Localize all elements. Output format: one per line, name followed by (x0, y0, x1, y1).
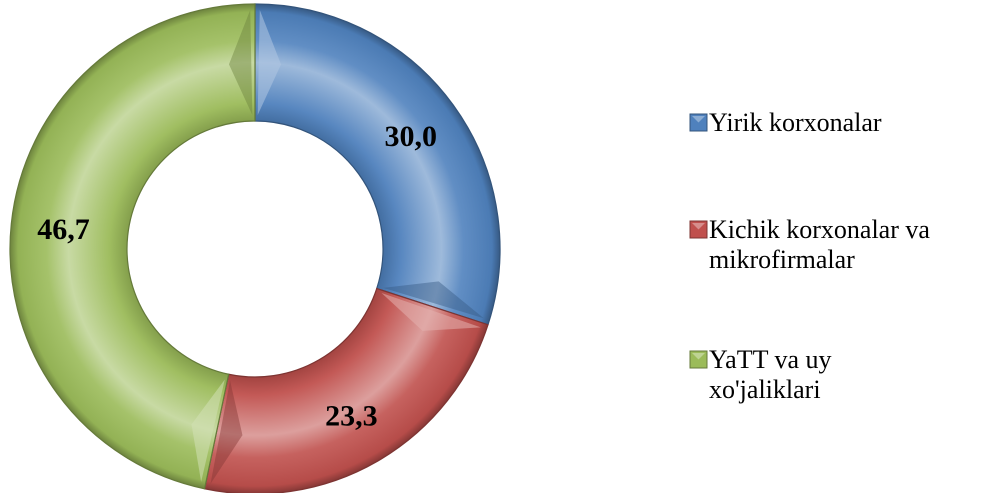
legend-swatch-highlight-kichik-korxonalar (692, 223, 705, 230)
data-label-yatt-uy-xojaliklari: 46,7 (37, 213, 90, 246)
legend-label-kichik-korxonalar: mikrofirmalar (709, 245, 855, 274)
slice-shadow-yatt-uy-xojaliklari (228, 10, 253, 116)
legend-label-yirik-korxonalar: Yirik korxonalar (709, 108, 882, 137)
legend-label-yatt-uy-xojaliklari: xo'jaliklari (709, 375, 821, 404)
data-label-kichik-korxonalar: 23,3 (325, 400, 378, 433)
slice-shadow-kichik-korxonalar (210, 380, 243, 484)
slice-shadow-yirik-korxonalar (383, 281, 484, 319)
legend-label-kichik-korxonalar: Kichik korxonalar va (709, 215, 930, 244)
slice-yirik-korxonalar (254, 3, 501, 326)
data-label-yirik-korxonalar: 30,0 (384, 120, 437, 153)
chart-data-labels: 30,0 23,3 46,7 (37, 120, 437, 433)
slice-yatt-uy-xojaliklari (9, 3, 256, 490)
legend-label-yatt-uy-xojaliklari: YaTT va uy (709, 345, 832, 374)
chart-slices (9, 3, 501, 493)
slice-bevel-yirik-korxonalar (257, 10, 282, 116)
slice-bevel-kichik-korxonalar (381, 292, 481, 331)
slice-bevel-yatt-uy-xojaliklari (191, 379, 225, 482)
legend-swatch-highlight-yatt-uy-xojaliklari (692, 353, 705, 360)
legend-swatch-highlight-yirik-korxonalar (692, 116, 705, 123)
chart-legend: Yirik korxonalar Kichik korxonalar vamikr… (689, 108, 930, 404)
